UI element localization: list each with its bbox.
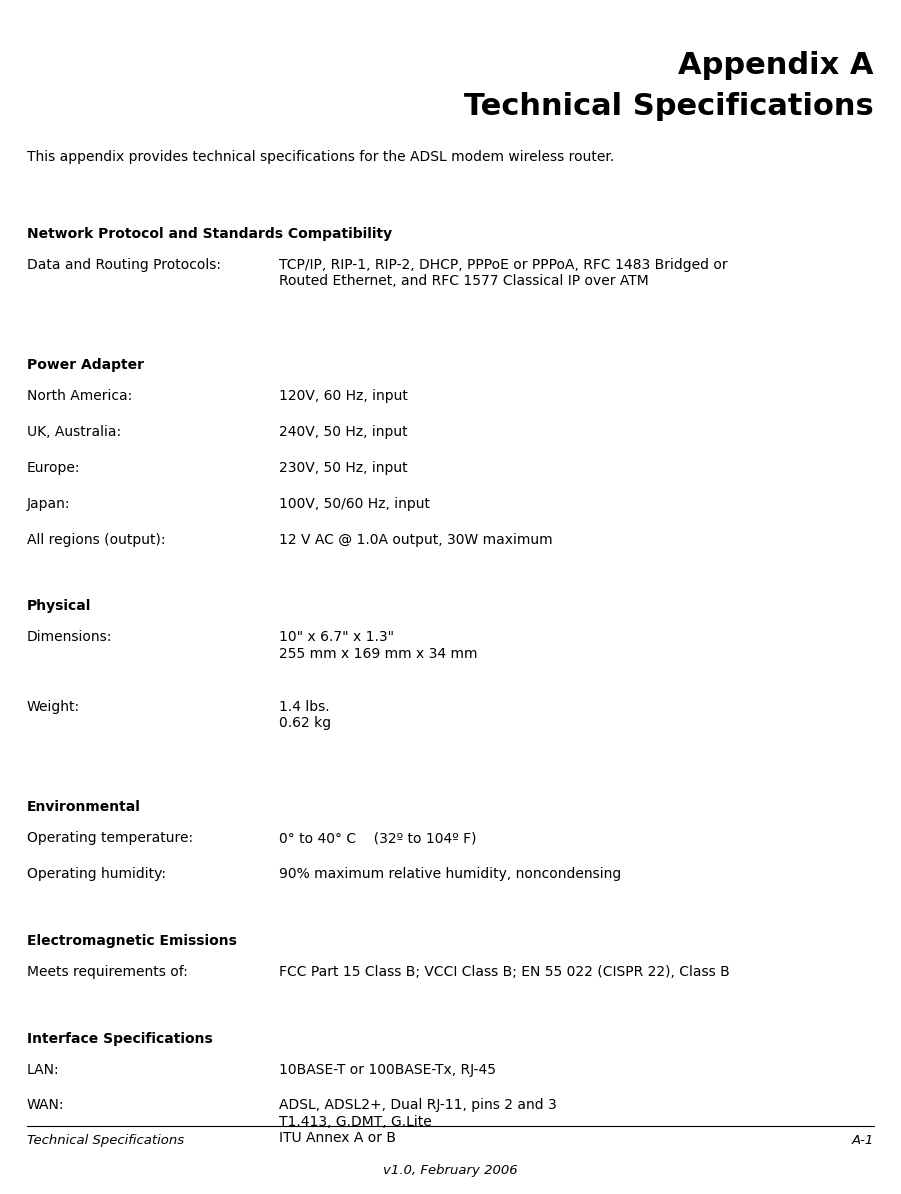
Text: 12 V AC @ 1.0A output, 30W maximum: 12 V AC @ 1.0A output, 30W maximum xyxy=(279,533,553,547)
Text: Power Adapter: Power Adapter xyxy=(27,358,144,373)
Text: ADSL, ADSL2+, Dual RJ-11, pins 2 and 3
T1.413, G.DMT, G.Lite
ITU Annex A or B: ADSL, ADSL2+, Dual RJ-11, pins 2 and 3 T… xyxy=(279,1098,557,1145)
Text: Appendix A: Appendix A xyxy=(678,51,874,80)
Text: 120V, 60 Hz, input: 120V, 60 Hz, input xyxy=(279,389,408,404)
Text: 90% maximum relative humidity, noncondensing: 90% maximum relative humidity, nonconden… xyxy=(279,867,622,881)
Text: North America:: North America: xyxy=(27,389,132,404)
Text: 100V, 50/60 Hz, input: 100V, 50/60 Hz, input xyxy=(279,497,431,511)
Text: Technical Specifications: Technical Specifications xyxy=(27,1134,184,1147)
Text: Weight:: Weight: xyxy=(27,700,80,714)
Text: Technical Specifications: Technical Specifications xyxy=(464,92,874,121)
Text: Dimensions:: Dimensions: xyxy=(27,630,113,645)
Text: This appendix provides technical specifications for the ADSL modem wireless rout: This appendix provides technical specifi… xyxy=(27,150,614,165)
Text: Operating humidity:: Operating humidity: xyxy=(27,867,166,881)
Text: TCP/IP, RIP-1, RIP-2, DHCP, PPPoE or PPPoA, RFC 1483 Bridged or
Routed Ethernet,: TCP/IP, RIP-1, RIP-2, DHCP, PPPoE or PPP… xyxy=(279,258,728,288)
Text: WAN:: WAN: xyxy=(27,1098,65,1113)
Text: v1.0, February 2006: v1.0, February 2006 xyxy=(383,1164,518,1177)
Text: A-1: A-1 xyxy=(851,1134,874,1147)
Text: Meets requirements of:: Meets requirements of: xyxy=(27,965,188,979)
Text: 10BASE-T or 100BASE-Tx, RJ-45: 10BASE-T or 100BASE-Tx, RJ-45 xyxy=(279,1063,496,1077)
Text: 230V, 50 Hz, input: 230V, 50 Hz, input xyxy=(279,461,408,475)
Text: 0° to 40° C    (32º to 104º F): 0° to 40° C (32º to 104º F) xyxy=(279,831,477,845)
Text: Europe:: Europe: xyxy=(27,461,80,475)
Text: LAN:: LAN: xyxy=(27,1063,59,1077)
Text: UK, Australia:: UK, Australia: xyxy=(27,425,121,439)
Text: Network Protocol and Standards Compatibility: Network Protocol and Standards Compatibi… xyxy=(27,227,392,241)
Text: 240V, 50 Hz, input: 240V, 50 Hz, input xyxy=(279,425,408,439)
Text: Operating temperature:: Operating temperature: xyxy=(27,831,193,845)
Text: 10" x 6.7" x 1.3"
255 mm x 169 mm x 34 mm: 10" x 6.7" x 1.3" 255 mm x 169 mm x 34 m… xyxy=(279,630,478,660)
Text: Japan:: Japan: xyxy=(27,497,70,511)
Text: Electromagnetic Emissions: Electromagnetic Emissions xyxy=(27,934,237,948)
Text: FCC Part 15 Class B; VCCI Class B; EN 55 022 (CISPR 22), Class B: FCC Part 15 Class B; VCCI Class B; EN 55… xyxy=(279,965,730,979)
Text: 1.4 lbs.
0.62 kg: 1.4 lbs. 0.62 kg xyxy=(279,700,332,730)
Text: Data and Routing Protocols:: Data and Routing Protocols: xyxy=(27,258,221,272)
Text: Physical: Physical xyxy=(27,599,91,614)
Text: Environmental: Environmental xyxy=(27,800,141,814)
Text: Interface Specifications: Interface Specifications xyxy=(27,1032,213,1046)
Text: All regions (output):: All regions (output): xyxy=(27,533,166,547)
